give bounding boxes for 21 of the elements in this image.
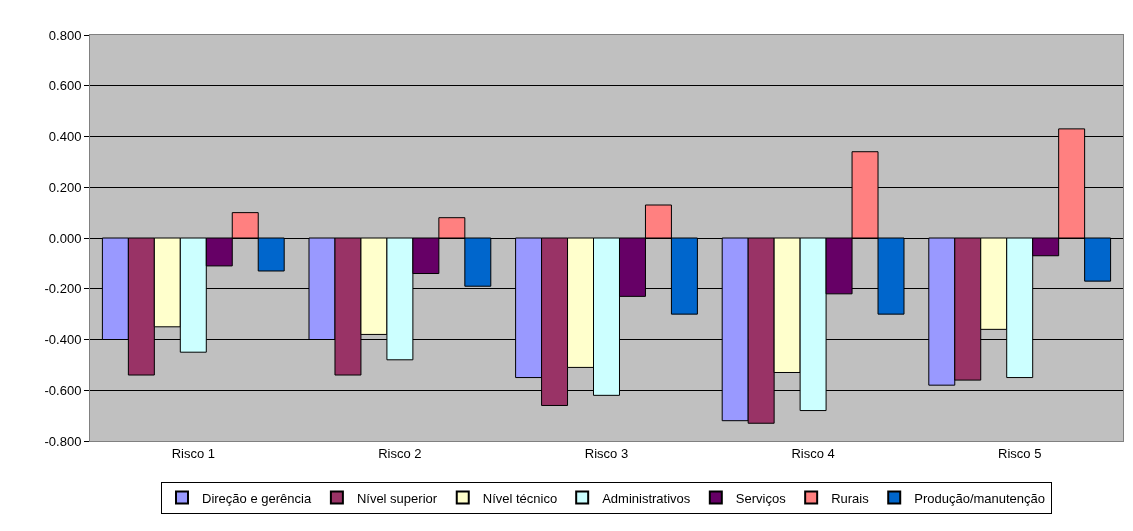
y-tick-label: 0.400 (48, 129, 82, 145)
x-tick-label: Risco 5 (998, 445, 1042, 461)
legend-label: Administrativos (602, 490, 691, 506)
y-tick-label: 0.000 (48, 230, 82, 246)
legend-label: Produção/manutenção (914, 490, 1046, 506)
legend-label: Nível superior (356, 490, 438, 506)
x-tick-label: Risco 2 (378, 445, 422, 461)
x-tick-label: Risco 1 (171, 445, 215, 461)
y-tick-label: -0.400 (44, 332, 82, 348)
y-tick-label: 0.800 (48, 27, 82, 43)
x-tick-label: Risco 3 (584, 445, 629, 461)
y-tick-label: -0.200 (44, 281, 82, 297)
y-tick-label: -0.600 (44, 382, 82, 398)
legend-label: Serviços (735, 490, 787, 506)
y-tick-label: -0.800 (44, 433, 82, 449)
y-tick-label: 0.200 (48, 179, 82, 195)
x-tick-label: Risco 4 (791, 445, 835, 461)
legend-label: Rurais (831, 490, 870, 506)
y-tick-label: 0.600 (48, 78, 82, 94)
legend-label: Direção e gerência (202, 490, 312, 506)
legend-label: Nível técnico (482, 490, 558, 506)
